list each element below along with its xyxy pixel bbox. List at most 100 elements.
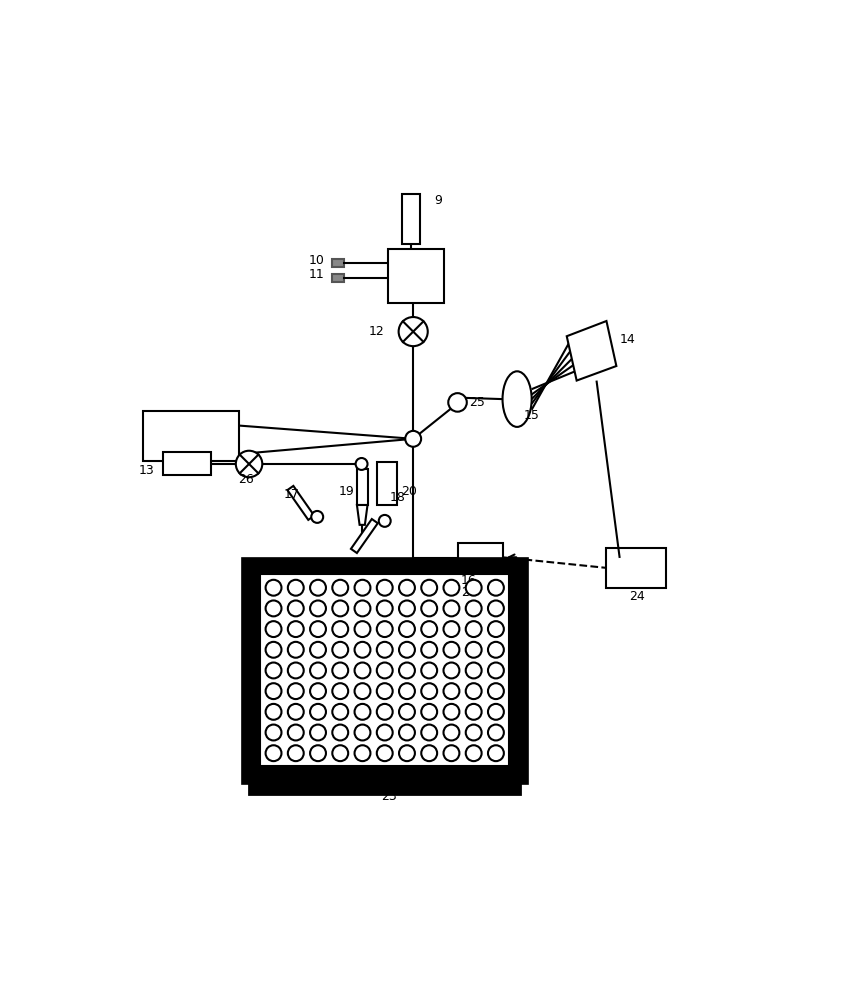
Bar [249, 565, 519, 776]
Circle shape [287, 704, 304, 720]
Circle shape [376, 725, 392, 740]
Polygon shape [357, 505, 367, 525]
Text: 22: 22 [510, 581, 525, 594]
Bar [402, 194, 420, 244]
Circle shape [465, 663, 481, 678]
Circle shape [487, 663, 503, 678]
Text: 9: 9 [434, 194, 442, 207]
Bar [163, 452, 211, 475]
Circle shape [465, 704, 481, 720]
Circle shape [265, 725, 281, 740]
Circle shape [332, 663, 348, 678]
Circle shape [265, 745, 281, 761]
Text: 16: 16 [461, 574, 476, 587]
Circle shape [310, 663, 326, 678]
Circle shape [310, 580, 326, 596]
Circle shape [421, 725, 437, 740]
Circle shape [235, 451, 262, 477]
Circle shape [421, 642, 437, 658]
Circle shape [443, 725, 459, 740]
Circle shape [354, 580, 370, 596]
Circle shape [287, 663, 304, 678]
Circle shape [421, 704, 437, 720]
Circle shape [405, 431, 421, 447]
Bar [260, 574, 508, 766]
Text: 14: 14 [619, 333, 635, 346]
Circle shape [265, 663, 281, 678]
Circle shape [398, 621, 415, 637]
Circle shape [398, 745, 415, 761]
Text: 20: 20 [401, 485, 416, 498]
Circle shape [443, 600, 459, 616]
Circle shape [310, 683, 326, 699]
Bar [249, 774, 519, 794]
Circle shape [398, 642, 415, 658]
Circle shape [421, 580, 437, 596]
Text: 15: 15 [523, 409, 539, 422]
Circle shape [332, 600, 348, 616]
Text: 21: 21 [461, 586, 476, 599]
Circle shape [332, 683, 348, 699]
Circle shape [487, 704, 503, 720]
Circle shape [265, 600, 281, 616]
Circle shape [355, 458, 367, 470]
Circle shape [465, 683, 481, 699]
Circle shape [310, 621, 326, 637]
Circle shape [465, 580, 481, 596]
Circle shape [287, 580, 304, 596]
Circle shape [465, 600, 481, 616]
Circle shape [487, 621, 503, 637]
Circle shape [287, 725, 304, 740]
Ellipse shape [502, 371, 531, 427]
Circle shape [354, 704, 370, 720]
Circle shape [265, 621, 281, 637]
Circle shape [376, 745, 392, 761]
Circle shape [398, 663, 415, 678]
Circle shape [376, 642, 392, 658]
Circle shape [421, 745, 437, 761]
Circle shape [443, 642, 459, 658]
Circle shape [354, 621, 370, 637]
Circle shape [465, 725, 481, 740]
Circle shape [465, 621, 481, 637]
Circle shape [421, 663, 437, 678]
Text: 25: 25 [469, 396, 485, 409]
Circle shape [443, 580, 459, 596]
Circle shape [332, 745, 348, 761]
Circle shape [398, 725, 415, 740]
Circle shape [443, 745, 459, 761]
Circle shape [354, 683, 370, 699]
Text: 19: 19 [338, 485, 354, 498]
Bar [331, 274, 343, 282]
Circle shape [398, 704, 415, 720]
Bar [351, 519, 377, 553]
Circle shape [332, 725, 348, 740]
Bar [606, 548, 665, 588]
Text: 18: 18 [390, 491, 405, 504]
Circle shape [421, 683, 437, 699]
Circle shape [443, 704, 459, 720]
Circle shape [265, 704, 281, 720]
Circle shape [376, 683, 392, 699]
Circle shape [376, 600, 392, 616]
Circle shape [310, 511, 322, 523]
Circle shape [287, 621, 304, 637]
Circle shape [443, 683, 459, 699]
Circle shape [465, 642, 481, 658]
Circle shape [287, 745, 304, 761]
Circle shape [487, 580, 503, 596]
Circle shape [332, 580, 348, 596]
Circle shape [487, 600, 503, 616]
Text: 17: 17 [284, 488, 299, 501]
Circle shape [310, 745, 326, 761]
Circle shape [398, 683, 415, 699]
Circle shape [487, 725, 503, 740]
Circle shape [332, 621, 348, 637]
Circle shape [421, 621, 437, 637]
Text: 12: 12 [368, 325, 384, 338]
Circle shape [310, 642, 326, 658]
Circle shape [354, 600, 370, 616]
Text: 10: 10 [308, 254, 324, 267]
Circle shape [398, 600, 415, 616]
Text: 24: 24 [629, 590, 645, 603]
